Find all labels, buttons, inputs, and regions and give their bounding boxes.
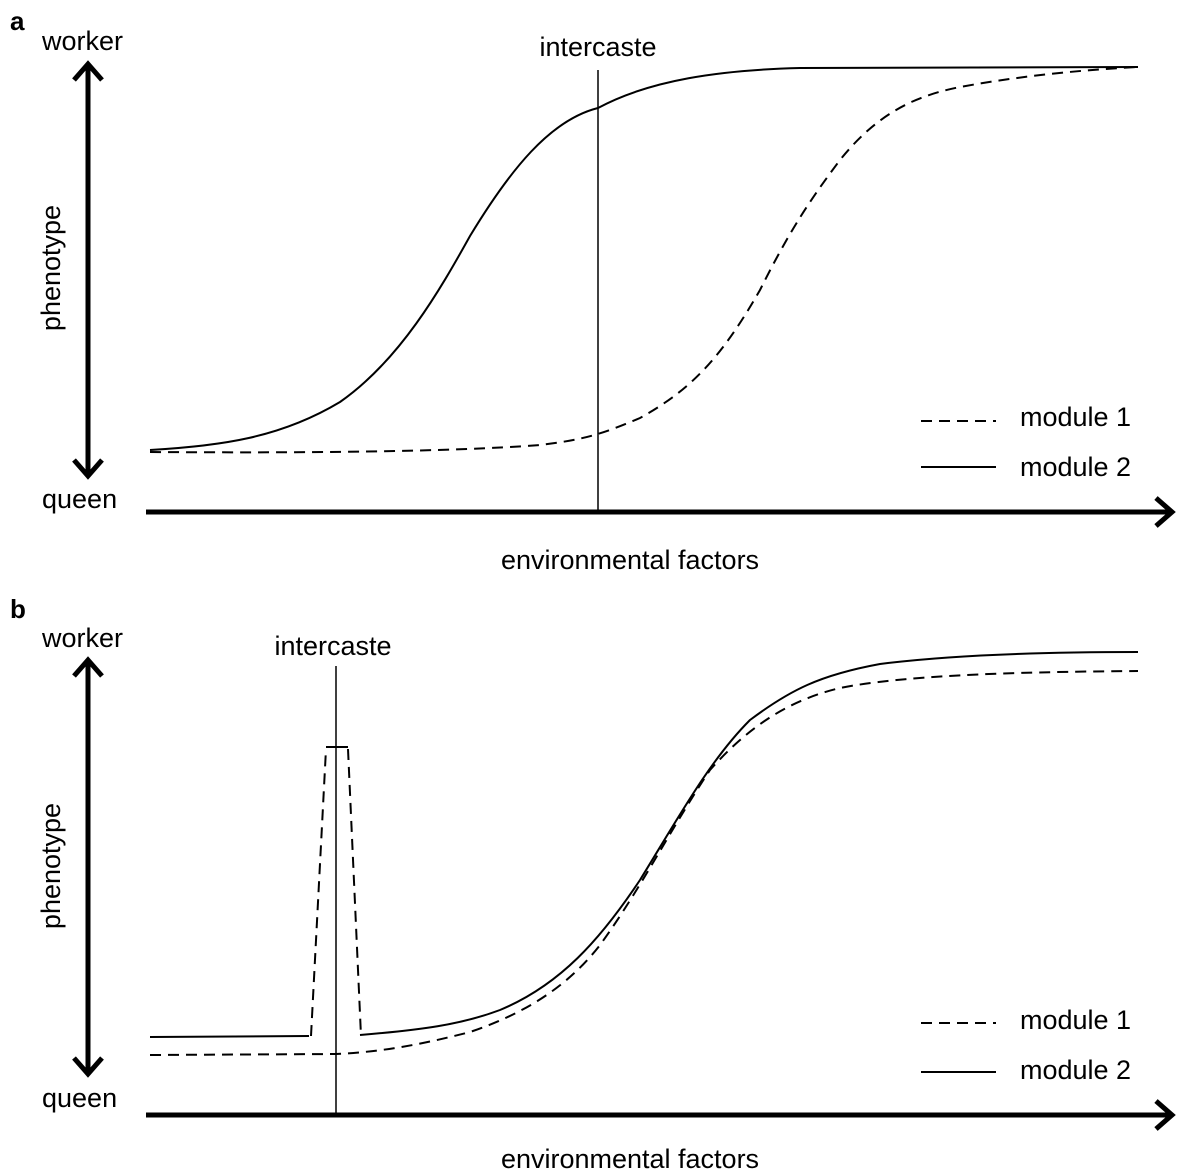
legend-label: module 1	[1020, 1005, 1131, 1035]
legend: module 1 module 2	[921, 1005, 1131, 1085]
legend-label: module 2	[1020, 452, 1131, 482]
y-bottom-label: queen	[42, 1083, 117, 1113]
x-axis-label: environmental factors	[501, 545, 759, 575]
intercaste-label: intercaste	[274, 631, 391, 661]
panel-b: b worker queen phenotype environmental f…	[10, 594, 1172, 1174]
module-2-curve	[150, 67, 1138, 450]
legend-label: module 1	[1020, 402, 1131, 432]
y-axis-label: phenotype	[36, 803, 66, 929]
y-top-label: worker	[41, 26, 123, 56]
y-axis-arrow	[74, 64, 102, 476]
y-axis-arrow	[74, 660, 102, 1074]
x-axis-label: environmental factors	[501, 1144, 759, 1174]
y-top-label: worker	[41, 623, 123, 653]
y-bottom-label: queen	[42, 484, 117, 514]
x-axis-arrow	[146, 1101, 1172, 1129]
panel-letter: a	[10, 6, 25, 36]
panel-letter: b	[10, 594, 26, 624]
y-axis-label: phenotype	[36, 205, 66, 331]
module-2-curve	[150, 652, 1138, 1037]
x-axis-arrow	[146, 498, 1172, 526]
module-1-curve	[150, 671, 1138, 1055]
module-1-curve	[150, 67, 1138, 452]
panel-a: a worker queen phenotype environmental f…	[10, 6, 1172, 575]
legend-label: module 2	[1020, 1055, 1131, 1085]
legend: module 1 module 2	[921, 402, 1131, 482]
intercaste-label: intercaste	[539, 32, 656, 62]
